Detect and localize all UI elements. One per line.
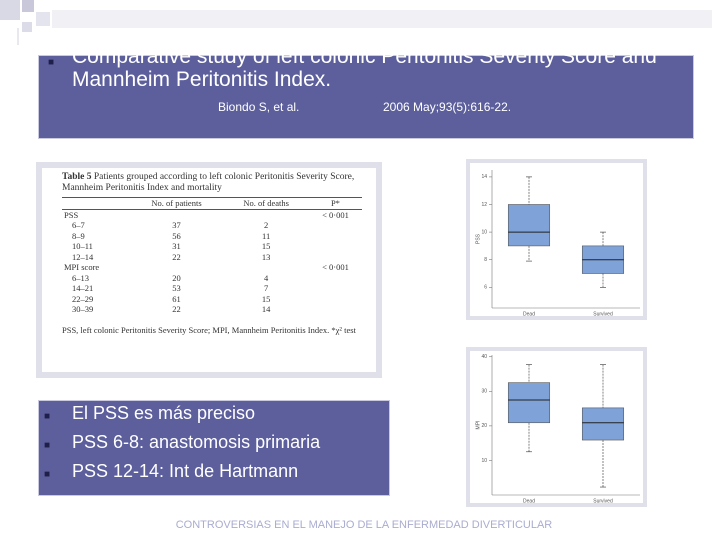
y-tick-label: 6 (484, 285, 487, 291)
row-label: 30–39 (72, 304, 94, 315)
y-axis-label: MPI (475, 421, 481, 430)
row-label: 22–29 (72, 293, 94, 304)
row: 30–39 22 14 (62, 304, 362, 315)
table-label: Table 5 (62, 172, 92, 182)
table-caption: Table 5 Patients grouped according to le… (62, 172, 362, 194)
row: 14–21 53 7 (62, 283, 362, 294)
author: Biondo S, et al. (218, 100, 300, 114)
y-tick-label: 20 (481, 423, 487, 429)
cell: 37 (172, 220, 181, 231)
table-footnote: PSS, left colonic Peritonitis Severity S… (62, 324, 356, 335)
cell: 2 (264, 220, 269, 231)
y-tick-label: 14 (481, 174, 487, 180)
row: 22–29 61 15 (62, 294, 362, 305)
header-box (38, 55, 694, 139)
row-label: 8–9 (72, 230, 85, 241)
cell: 11 (262, 230, 271, 241)
row-label: 14–21 (72, 283, 94, 294)
row: 10–11 31 15 (62, 241, 362, 252)
cell: 20 (172, 272, 181, 283)
y-tick-label: 30 (481, 389, 487, 395)
row: MPI score < 0·001 (62, 262, 362, 273)
citation: 2006 May;93(5):616-22. (383, 100, 512, 114)
cell: 14 (261, 304, 271, 315)
header-row: No. of patients No. of deaths P* (62, 197, 362, 209)
row-label: MPI score (64, 262, 100, 273)
column-header: No. of deaths (243, 198, 289, 209)
box (507, 382, 551, 424)
column-header: P* (330, 198, 340, 209)
cell: 15 (261, 241, 271, 252)
bullet-text: El PSS es más preciso (72, 403, 256, 423)
row-label: 6–7 (72, 220, 85, 231)
row-label: 12–14 (72, 251, 94, 262)
cell: 53 (172, 283, 181, 294)
table-image: Table 5 Patients grouped according to le… (36, 162, 382, 378)
column-header: No. of patients (151, 198, 202, 209)
row: 6–7 37 2 (62, 220, 362, 231)
bullet: ■ (44, 440, 51, 451)
cell: 22 (172, 304, 181, 315)
bullet-text: PSS 12-14: Int de Hartmann (72, 461, 299, 481)
title: Comparative study of left colonic Perito… (72, 45, 657, 91)
x-tick-label: Survived (593, 498, 613, 504)
y-tick-label: 12 (481, 202, 487, 208)
bullet-text: PSS 6-8: anastomosis primaria (72, 432, 321, 452)
cell: < 0·001 (322, 209, 349, 220)
bullet: ■ (44, 469, 51, 480)
box (507, 204, 551, 247)
row-label: 10–11 (72, 241, 93, 252)
cell: 56 (172, 230, 181, 241)
row: 6–13 20 4 (62, 273, 362, 284)
box (581, 407, 625, 441)
row-label: PSS (64, 209, 79, 220)
bullet: ■ (48, 57, 55, 68)
y-tick-label: 40 (481, 354, 487, 360)
x-tick-label: Dead (523, 498, 535, 504)
x-tick-label: Dead (523, 311, 535, 317)
cell: < 0·001 (322, 262, 349, 273)
cell: 31 (172, 241, 181, 252)
cell: 15 (261, 293, 271, 304)
row-label: 6–13 (72, 272, 89, 283)
cell: 22 (172, 251, 181, 262)
row: 8–9 56 11 (62, 231, 362, 242)
row: PSS < 0·001 (62, 209, 362, 220)
y-axis-label: PSS (475, 233, 481, 244)
y-tick-label: 8 (484, 257, 487, 263)
y-tick-label: 10 (481, 229, 487, 235)
bullet: ■ (44, 411, 51, 422)
cell: 13 (261, 251, 271, 262)
row: 12–14 22 13 (62, 252, 362, 263)
cell: 4 (264, 272, 269, 283)
cell: 61 (172, 293, 181, 304)
caption: Patients grouped according to left colon… (62, 172, 355, 193)
y-tick-label: 10 (481, 458, 487, 464)
table: No. of patients No. of deaths P* PSS < 0·001… (62, 197, 362, 315)
cell: 7 (264, 283, 269, 294)
plot-panel (466, 159, 647, 320)
x-tick-label: Survived (593, 311, 613, 317)
bullet-box (38, 400, 390, 496)
footer: CONTROVERSIAS EN EL MANEJO DE LA ENFERME… (175, 519, 553, 531)
